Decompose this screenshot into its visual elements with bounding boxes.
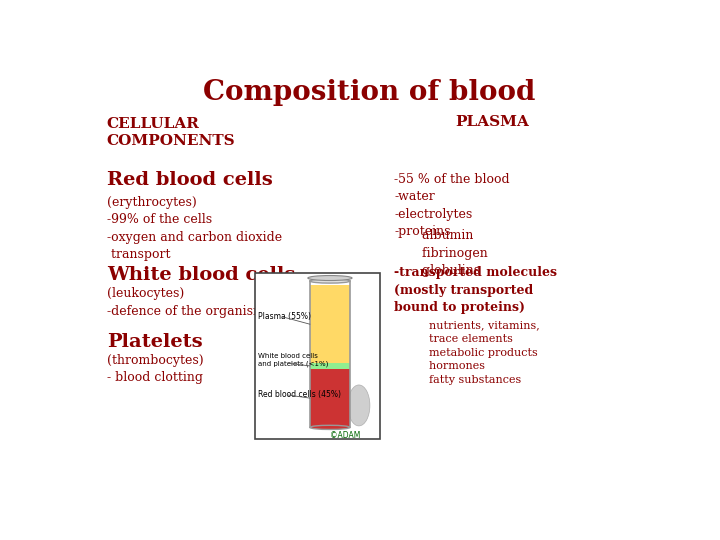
Text: CELLULAR
COMPONENTS: CELLULAR COMPONENTS xyxy=(107,117,235,148)
Text: nutrients, vitamins,
          trace elements
          metabolic products
     : nutrients, vitamins, trace elements meta… xyxy=(394,321,540,385)
Text: albumin
       fibrinogen
       globulins: albumin fibrinogen globulins xyxy=(394,229,488,277)
Text: (thrombocytes)
- blood clotting: (thrombocytes) - blood clotting xyxy=(107,354,203,384)
Text: -transported molecules
(mostly transported
bound to proteins): -transported molecules (mostly transport… xyxy=(394,266,557,314)
Text: Red blood cells (45%): Red blood cells (45%) xyxy=(258,390,341,400)
Ellipse shape xyxy=(348,385,370,426)
Ellipse shape xyxy=(308,275,352,280)
Ellipse shape xyxy=(310,279,350,283)
Text: Platelets: Platelets xyxy=(107,333,202,351)
Text: -55 % of the blood
-water
-electrolytes
-proteins: -55 % of the blood -water -electrolytes … xyxy=(394,173,510,238)
Ellipse shape xyxy=(310,426,350,429)
Bar xyxy=(310,369,350,427)
Text: White blood cells: White blood cells xyxy=(107,266,295,285)
Text: Plasma (55%): Plasma (55%) xyxy=(258,312,311,321)
Bar xyxy=(310,363,350,369)
Text: PLASMA: PLASMA xyxy=(455,114,528,129)
Bar xyxy=(310,281,350,427)
Text: White blood cells
and platelets (<1%): White blood cells and platelets (<1%) xyxy=(258,353,329,367)
Text: Composition of blood: Composition of blood xyxy=(203,79,535,106)
Text: Red blood cells: Red blood cells xyxy=(107,171,272,189)
Text: (erythrocytes)
-99% of the cells
-oxygen and carbon dioxide
 transport: (erythrocytes) -99% of the cells -oxygen… xyxy=(107,196,282,261)
Text: ©ADAM: ©ADAM xyxy=(330,431,360,440)
Text: (leukocytes)
-defence of the organism: (leukocytes) -defence of the organism xyxy=(107,287,264,318)
Bar xyxy=(255,273,380,439)
Bar xyxy=(310,286,350,363)
